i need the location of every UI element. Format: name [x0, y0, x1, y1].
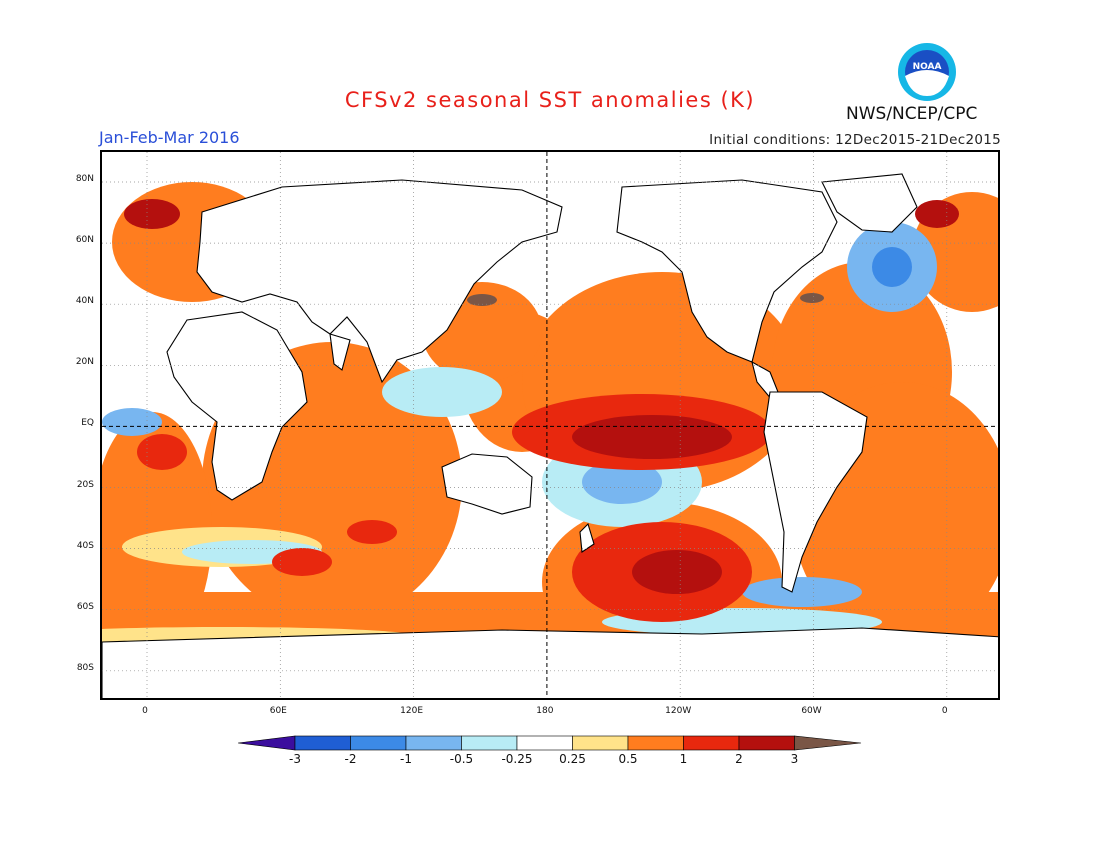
colorbar-label: 0.25 — [559, 752, 586, 766]
latitude-label: EQ — [81, 418, 94, 429]
latitude-label: 80N — [75, 174, 94, 184]
landmass — [579, 522, 595, 553]
latitude-label: 60N — [75, 235, 94, 246]
colorbar-swatch — [350, 735, 407, 751]
colorbar-label: -0.25 — [501, 752, 533, 766]
colorbar-label: 0.5 — [618, 752, 638, 766]
initial-conditions: Initial conditions: 12Dec2015-21Dec2015 — [709, 132, 1001, 148]
agency-label: NWS/NCEP/CPC — [846, 104, 978, 124]
land-layer — [102, 173, 998, 698]
latitude-label: 40S — [76, 540, 94, 551]
colorbar-label: -0.5 — [449, 752, 474, 766]
latitude-label: 40N — [75, 296, 94, 307]
colorbar-swatch — [738, 735, 795, 751]
longitude-label: 60E — [269, 706, 287, 716]
anomaly-region — [382, 367, 502, 417]
longitude-label: 180 — [536, 706, 554, 716]
colorbar-label: 3 — [790, 752, 799, 766]
colorbar-swatch — [516, 735, 573, 751]
colorbar-label: -1 — [400, 752, 412, 766]
anomaly-fill-layer — [102, 182, 998, 662]
chart-title: CFSv2 seasonal SST anomalies (K) — [344, 88, 756, 112]
landmass — [166, 311, 308, 501]
colorbar — [238, 735, 862, 751]
colorbar-label: 2 — [735, 752, 743, 766]
anomaly-region — [124, 199, 180, 229]
anomaly-region — [137, 434, 187, 470]
anomaly-region — [632, 550, 722, 594]
colorbar-label: 1 — [679, 752, 688, 766]
grid-layer — [102, 152, 998, 698]
noaa-logo-text: NOAA — [913, 62, 942, 72]
longitude-label: 120E — [400, 706, 424, 716]
anomaly-region — [272, 548, 332, 576]
sst-anomaly-map — [100, 150, 1000, 700]
latitude-label: 80S — [76, 662, 94, 673]
anomaly-region — [347, 520, 397, 544]
anomaly-region — [582, 460, 662, 504]
landmass — [102, 627, 998, 698]
longitude-label: 60W — [801, 706, 822, 716]
colorbar-label: -3 — [289, 752, 301, 766]
anomaly-region — [572, 415, 732, 459]
longitude-label: 120W — [665, 706, 692, 716]
anomaly-region — [467, 294, 497, 306]
colorbar-swatch — [683, 735, 740, 751]
noaa-logo-icon: NOAA — [898, 43, 956, 101]
longitude-label: 0 — [142, 706, 148, 716]
map-canvas — [102, 152, 998, 698]
anomaly-region — [102, 408, 162, 436]
landmass — [329, 333, 351, 371]
landmass — [441, 453, 533, 515]
landmass — [763, 391, 868, 593]
colorbar-swatch — [294, 735, 351, 751]
landmass — [196, 179, 563, 384]
forecast-period: Jan-Feb-Mar 2016 — [99, 128, 240, 147]
colorbar-label: -2 — [344, 752, 357, 766]
colorbar-swatch — [405, 735, 462, 751]
colorbar-arrow-high — [794, 735, 862, 751]
anomaly-region — [800, 293, 824, 303]
anomaly-region — [872, 247, 912, 287]
colorbar-swatch — [627, 735, 684, 751]
anomaly-region — [742, 577, 862, 607]
colorbar-arrow-low — [238, 735, 296, 751]
latitude-label: 20N — [75, 357, 94, 368]
latitude-label: 60S — [76, 601, 94, 612]
colorbar-swatch — [461, 735, 518, 751]
landmass — [821, 173, 918, 233]
anomaly-region — [915, 200, 959, 228]
latitude-label: 20S — [76, 479, 94, 490]
longitude-label: 0 — [941, 706, 948, 716]
colorbar-swatch — [572, 735, 629, 751]
